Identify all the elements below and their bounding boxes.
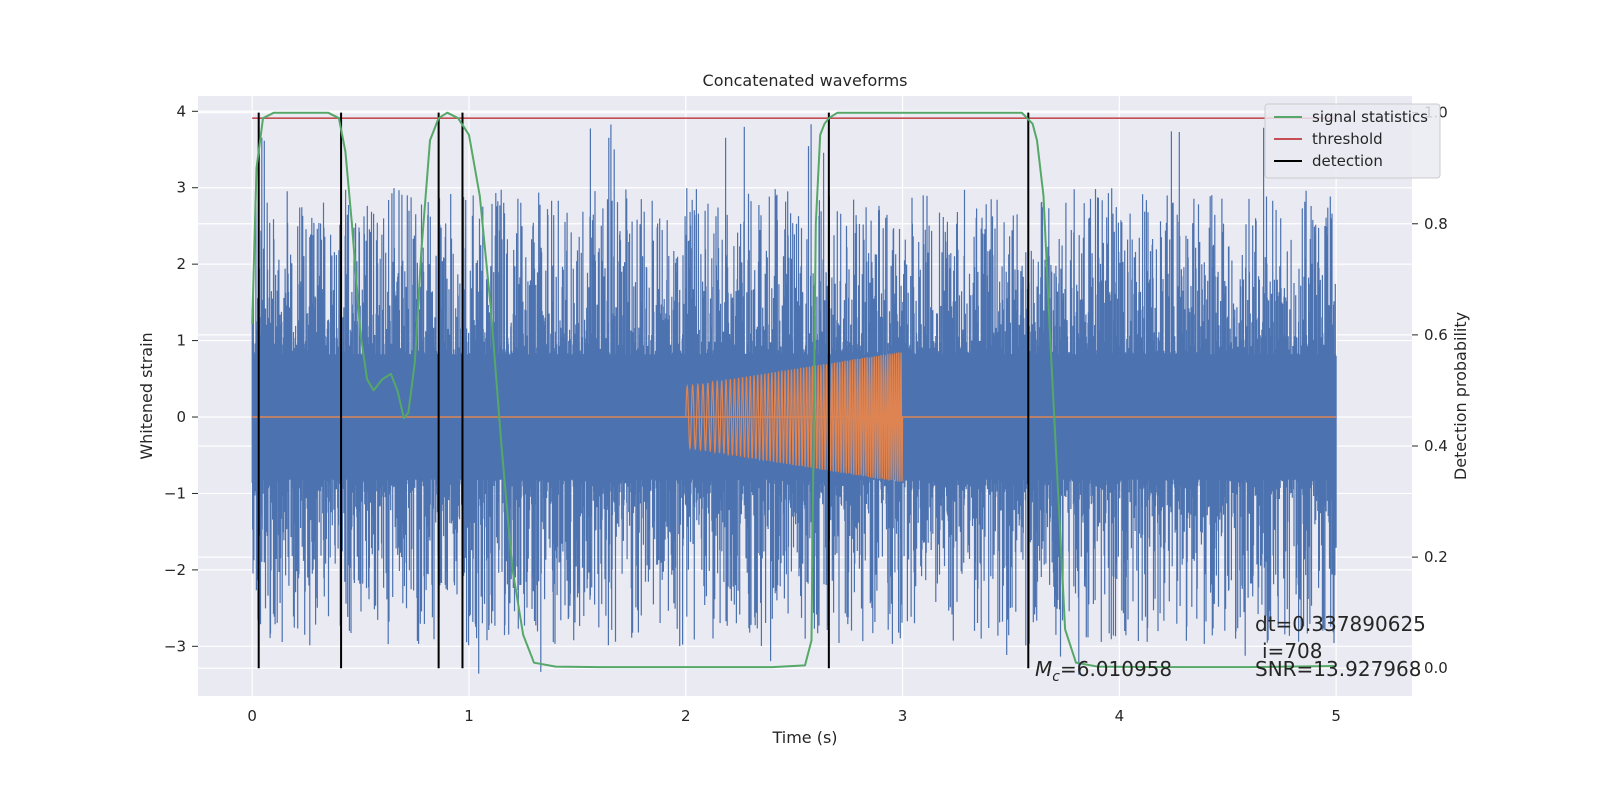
y-tick-label-6: 3 [176,179,186,197]
index-annotation: i=708 [1262,639,1323,663]
y-axis-left: −3 −2 −1 0 1 2 3 4 [164,102,198,655]
x-tick-label-4: 4 [1115,707,1125,725]
legend: signal statistics threshold detection [1264,103,1441,179]
y-tick-label-5: 2 [176,255,186,273]
y-tick-label-2: −1 [164,484,186,502]
y-tick-label-1: −2 [164,561,186,579]
signal-statistics-line [251,111,1337,669]
x-tick-label-5: 5 [1331,707,1341,725]
legend-label-signal-statistics: signal statistics [1312,108,1428,126]
x-tick-label-2: 2 [681,707,691,725]
injection-trace [685,352,904,482]
legend-label-threshold: threshold [1312,130,1383,148]
injection-series [252,352,1337,482]
y-axis-label: Whitened strain [137,332,156,459]
y-tick-label-7: 4 [176,102,186,120]
snr-annotation: SNR=13.927968 [1255,657,1421,681]
y2-tick-label-1: 0.2 [1424,548,1448,566]
y2-tick-label-0: 0.0 [1424,659,1448,677]
detection-series [257,112,1030,669]
y2-tick-label-2: 0.4 [1424,437,1448,455]
x-tick-label-1: 1 [464,707,474,725]
y-axis-right: 0.00.20.40.60.81.0 [1412,104,1448,677]
signal-statistics-series [251,111,1337,669]
y2-tick-label-4: 0.8 [1424,215,1448,233]
y2-axis-label: Detection probability [1451,312,1470,480]
x-tick-label-0: 0 [247,707,257,725]
mc-subscript: c [1052,669,1060,685]
chirp-mass-annotation: Mc=6.010958 [1035,657,1172,685]
dt-annotation: dt=0.337890625 [1255,612,1426,636]
x-tick-label-3: 3 [898,707,908,725]
y-tick-label-0: −3 [164,637,186,655]
legend-label-detection: detection [1312,152,1383,170]
mc-symbol: M [1035,657,1052,681]
x-axis: 0 1 2 3 4 5 [247,707,1340,725]
y2-tick-label-3: 0.6 [1424,326,1448,344]
y-tick-label-4: 1 [176,332,186,350]
chart-title: Concatenated waveforms [703,71,908,90]
legend-box [1264,103,1441,179]
y-tick-label-3: 0 [176,408,186,426]
x-axis-label: Time (s) [771,728,837,747]
mc-value: =6.010958 [1060,657,1172,681]
